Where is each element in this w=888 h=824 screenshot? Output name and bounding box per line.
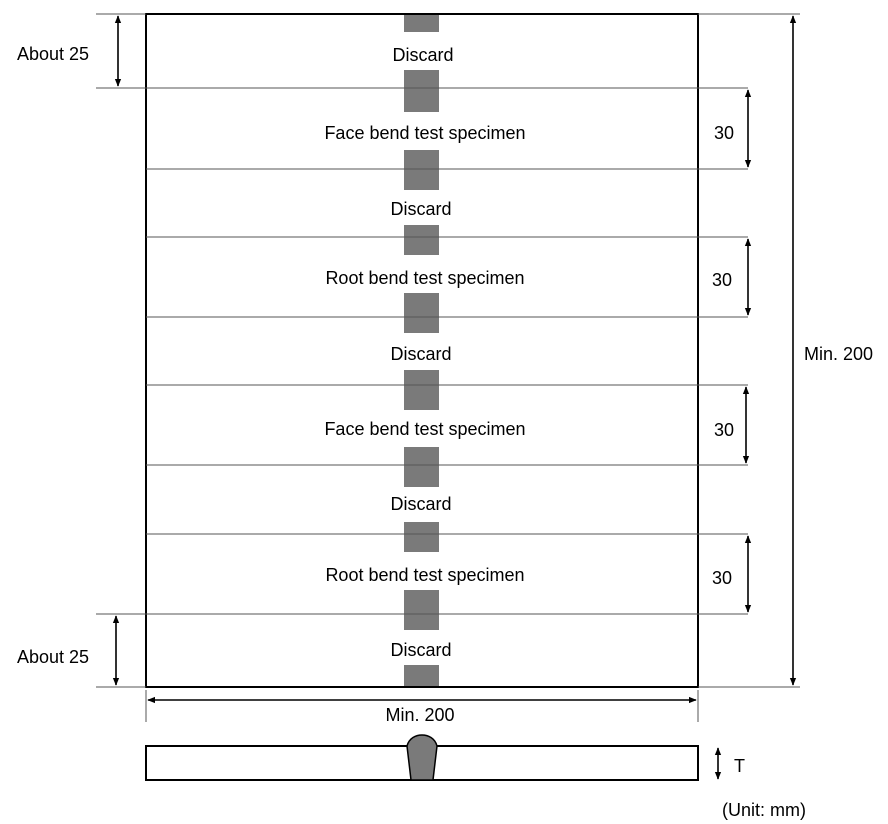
- section-label: Face bend test specimen: [324, 419, 525, 439]
- weld-segment: [404, 14, 439, 32]
- dim-label-plate-width: Min. 200: [385, 705, 454, 725]
- dim-label-thickness: T: [734, 756, 745, 776]
- weld-segment: [404, 370, 439, 410]
- weld-segment: [404, 447, 439, 487]
- section-label: Discard: [390, 199, 451, 219]
- weld-segment: [404, 293, 439, 333]
- section-label: Root bend test specimen: [325, 565, 524, 585]
- section-label: Discard: [390, 494, 451, 514]
- weld-segment: [404, 522, 439, 552]
- dim-label-total-length: Min. 200: [804, 344, 873, 364]
- section-dividers: [96, 13, 800, 722]
- dim-label-specimen-width: 30: [714, 420, 734, 440]
- section-label: Discard: [392, 45, 453, 65]
- section-labels: Discard Face bend test specimen Discard …: [324, 45, 525, 660]
- section-label: Discard: [390, 344, 451, 364]
- dim-label-specimen-width: 30: [714, 123, 734, 143]
- section-label: Face bend test specimen: [324, 123, 525, 143]
- unit-note: (Unit: mm): [722, 800, 806, 820]
- section-label: Discard: [390, 640, 451, 660]
- dim-label-top-discard: About 25: [17, 44, 89, 64]
- dim-label-bottom-discard: About 25: [17, 647, 89, 667]
- weld-bead-strip: [404, 14, 439, 687]
- dimension-arrows: [112, 15, 797, 780]
- plate-cross-section: [145, 734, 699, 781]
- weld-bead-profile: [406, 734, 438, 781]
- weld-segment: [404, 665, 439, 687]
- dim-label-specimen-width: 30: [712, 568, 732, 588]
- section-label: Root bend test specimen: [325, 268, 524, 288]
- dimension-labels: About 25 About 25 30 30 30 30 Min. 200 M…: [17, 44, 873, 820]
- weld-segment: [404, 70, 439, 112]
- test-plate-outline: [145, 13, 699, 688]
- dim-label-specimen-width: 30: [712, 270, 732, 290]
- weld-segment: [404, 150, 439, 190]
- weld-segment: [404, 590, 439, 630]
- weld-segment: [404, 225, 439, 255]
